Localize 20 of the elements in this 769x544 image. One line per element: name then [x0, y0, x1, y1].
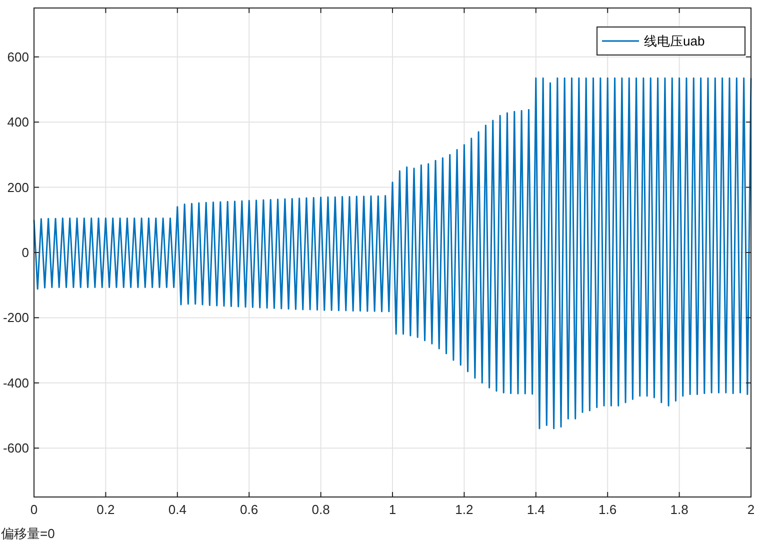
y-tick-label: 400: [7, 114, 29, 130]
x-tick-label: 0.4: [168, 502, 186, 517]
y-tick-label: 200: [7, 180, 29, 195]
y-tick-label: -200: [2, 310, 29, 326]
x-tick-label: 1.8: [670, 502, 688, 517]
legend: 线电压uab: [596, 26, 746, 56]
y-tick-label: -600: [2, 440, 29, 456]
x-tick-label: 2: [747, 502, 755, 517]
y-tick-label: 0: [22, 245, 29, 260]
y-tick-label: 600: [7, 49, 29, 64]
text: 偏移量=0: [1, 526, 55, 541]
x-tick-label: 1.4: [526, 502, 545, 517]
x-tick-label: 0.8: [312, 502, 330, 517]
legend-label: 线电压uab: [644, 34, 705, 48]
x-tick-label: 1.6: [598, 502, 617, 517]
x-tick-label: 1.2: [455, 502, 474, 517]
x-tick-label: 0.6: [240, 502, 258, 517]
x-tick-label: 0.2: [96, 502, 115, 517]
y-tick-label: -400: [2, 375, 29, 390]
x-tick-label: 1: [388, 502, 396, 517]
